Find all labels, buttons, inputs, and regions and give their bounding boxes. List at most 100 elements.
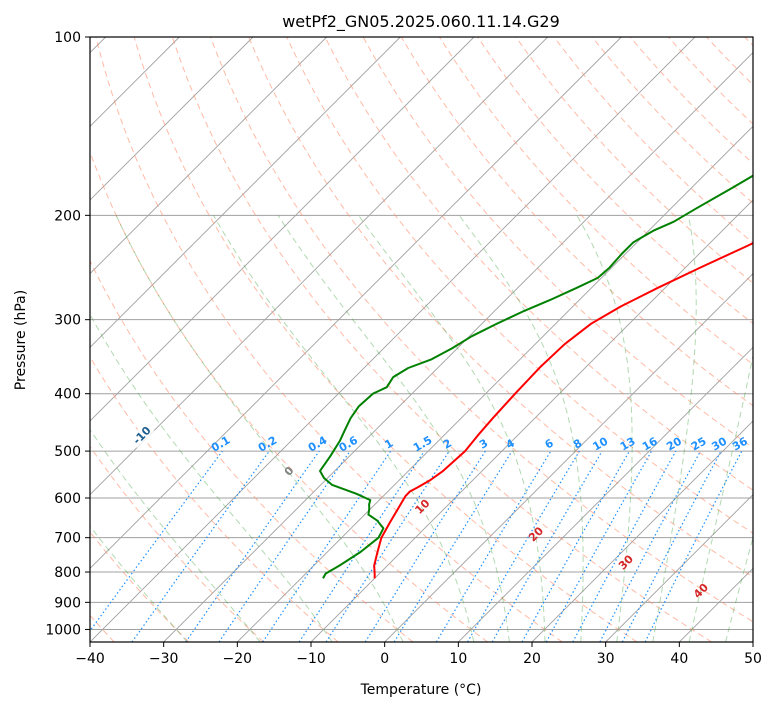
dry-adiabat	[324, 37, 753, 491]
mixing-ratio-label: 2	[441, 437, 454, 452]
chart-title: wetPf2_GN05.2025.060.11.14.G29	[282, 12, 560, 32]
x-tick-label: −20	[223, 651, 253, 667]
axes: −40 −30 −20 −10 0 10 20 30 40 5010020030040050060…	[45, 30, 762, 667]
dry-adiabat	[668, 37, 753, 125]
x-tick-label: −10	[296, 651, 326, 667]
isotherm-gridline	[310, 199, 753, 642]
dry-adiabat	[515, 37, 753, 284]
moist-adiabat	[90, 525, 188, 642]
y-tick-label: 200	[54, 208, 81, 224]
mixing-ratio-line	[185, 450, 320, 642]
y-axis-title: Pressure (hPa)	[13, 290, 29, 390]
dry-adiabat	[553, 37, 753, 244]
mixing-ratio-line	[466, 450, 580, 642]
x-tick-label: 0	[380, 651, 389, 667]
dry-adiabat	[400, 37, 753, 407]
dry-adiabat-label-bg	[54, 399, 81, 426]
moist-adiabat-label: 10	[412, 497, 432, 517]
isotherm-gridline	[237, 125, 753, 642]
dry-adiabat	[90, 445, 264, 642]
y-tick-label: 700	[54, 531, 81, 547]
dry-adiabat	[591, 37, 753, 204]
y-tick-label: 400	[54, 387, 81, 403]
moist-adiabat	[725, 535, 753, 642]
x-tick-label: 10	[449, 651, 467, 667]
dry-adiabat	[133, 37, 638, 642]
dewpoint-profile	[319, 174, 753, 579]
mixing-ratio-label: 3	[477, 437, 490, 452]
isotherm-gridline	[90, 37, 254, 201]
dry-adiabat	[95, 37, 563, 642]
mixing-ratio-line	[491, 450, 603, 642]
x-tick-label: 30	[597, 651, 615, 667]
isotherm-gridline	[752, 641, 753, 642]
mixing-ratio-line	[545, 450, 653, 642]
moist-adiabat	[213, 215, 475, 642]
x-tick-label: 40	[670, 651, 688, 667]
dry-adiabat	[477, 37, 753, 325]
mixing-ratio-line	[298, 450, 425, 642]
isotherm-gridline	[90, 37, 475, 422]
dry-adiabat	[210, 37, 753, 623]
dry-adiabat	[706, 37, 753, 86]
isotherm-gridline	[679, 567, 753, 642]
isotherm-gridline	[90, 37, 401, 348]
moist-adiabat	[358, 215, 546, 642]
mixing-ratio-line	[364, 450, 486, 642]
plot-area: 0.10.20.40.611.52346810131620253036-100-…	[0, 37, 753, 642]
moist-adiabat-label: 20	[526, 524, 546, 544]
y-tick-label: 600	[54, 491, 81, 507]
y-tick-label: 1000	[45, 622, 81, 638]
isotherm-gridline	[90, 37, 696, 642]
x-tick-label: 20	[523, 651, 541, 667]
isotherm-gridline	[531, 420, 753, 642]
moist-adiabat	[576, 215, 633, 642]
temperature-profile	[373, 242, 753, 579]
moist-adiabat	[652, 215, 697, 642]
isotherm-gridline	[458, 346, 753, 642]
plot-frame	[89, 36, 754, 643]
moist-adiabat	[458, 215, 584, 642]
mixing-ratio-label: 4	[504, 436, 517, 451]
moist-adiabat	[277, 215, 510, 642]
x-axis-title: Temperature (°C)	[360, 682, 482, 698]
mixing-ratio-line	[435, 450, 552, 642]
mixing-ratio-line	[90, 450, 223, 632]
y-tick-label: 300	[54, 313, 81, 329]
dry-adiabat	[90, 355, 339, 642]
dry-adiabat	[90, 150, 488, 642]
isotherm-gridline	[90, 37, 622, 569]
moist-adiabat	[90, 313, 333, 642]
y-tick-label: 100	[54, 30, 81, 46]
moist-adiabat-label: 40	[691, 581, 711, 601]
x-tick-label: 50	[744, 651, 762, 667]
dry-adiabat-label-bg	[0, 360, 3, 387]
moist-adiabat	[115, 215, 404, 642]
mixing-ratio-line	[521, 450, 631, 642]
mixing-ratio-line	[325, 450, 450, 642]
x-tick-label: −40	[75, 651, 105, 667]
isotherm-gridline	[605, 494, 753, 642]
mixing-ratio-line	[599, 450, 702, 642]
dry-adiabat	[171, 37, 712, 642]
dry-adiabat-label: -20	[56, 401, 79, 424]
isotherm-gridline	[90, 37, 327, 275]
dry-adiabat-label-bg	[128, 421, 156, 449]
isotherm-gridline	[90, 37, 548, 496]
isotherm-gridline	[384, 273, 753, 642]
dry-adiabat-label: -30	[0, 362, 1, 385]
mixing-ratio-line	[218, 450, 351, 642]
moist-adiabat-label: 0	[282, 464, 297, 479]
dry-adiabat	[90, 259, 414, 642]
dry-adiabat	[362, 37, 753, 449]
y-tick-label: 900	[54, 595, 81, 611]
moist-adiabat	[688, 352, 753, 642]
mixing-ratio-line	[393, 450, 513, 642]
y-tick-label: 500	[54, 444, 81, 460]
mixing-ratio-label: 6	[543, 436, 556, 451]
dry-adiabat	[629, 37, 753, 165]
x-tick-label: −30	[149, 651, 179, 667]
moist-adiabat	[90, 428, 261, 642]
y-tick-label: 800	[54, 565, 81, 581]
